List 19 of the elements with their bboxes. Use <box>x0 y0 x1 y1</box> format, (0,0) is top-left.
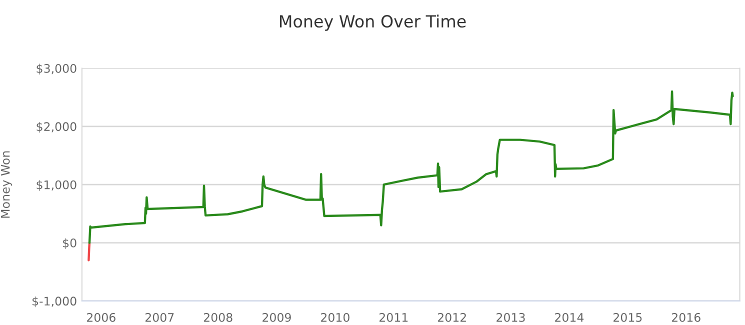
x-tick-label: 2006 <box>87 312 116 322</box>
x-tick-label: 2008 <box>204 312 232 322</box>
x-tick-label: 2007 <box>145 312 174 322</box>
x-tick-label: 2014 <box>555 312 584 322</box>
x-tick-label: 2010 <box>321 312 350 322</box>
y-axis-title: Money Won <box>1 151 12 218</box>
y-tick-label: $1,000 <box>36 180 76 191</box>
chart-title: Money Won Over Time <box>280 14 466 31</box>
line-series <box>88 90 734 244</box>
y-tick-label: $3,000 <box>36 64 76 74</box>
x-tick-label: 2016 <box>672 312 700 322</box>
x-tick-label: 2012 <box>438 312 466 322</box>
y-tick-label: $0 <box>63 238 76 249</box>
y-tick-label: $2,000 <box>36 122 76 133</box>
x-tick-label: 2011 <box>379 312 408 322</box>
x-tick-label: 2009 <box>262 312 291 322</box>
y-tick-label: $-1,000 <box>32 296 76 308</box>
x-tick-label: 2015 <box>614 312 642 322</box>
x-tick-label: 2013 <box>496 312 525 322</box>
